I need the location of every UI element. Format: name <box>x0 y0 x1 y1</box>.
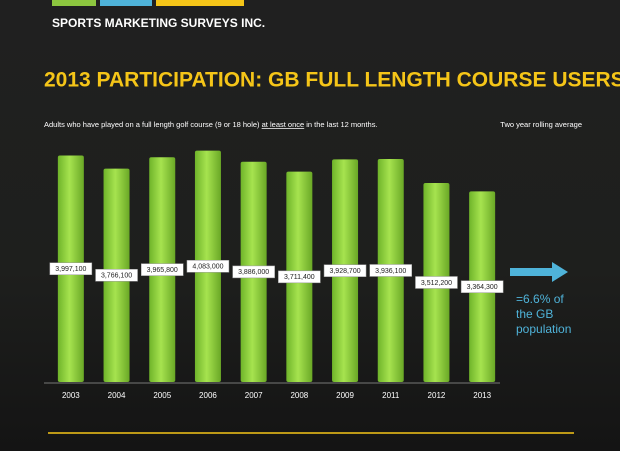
value-label: 3,364,300 <box>467 284 498 291</box>
value-label: 3,766,100 <box>101 273 132 280</box>
x-tick-label: 2012 <box>428 391 446 400</box>
annotation: =6.6% of <box>516 292 564 306</box>
x-tick-label: 2006 <box>199 391 217 400</box>
x-tick-label: 2005 <box>153 391 171 400</box>
value-label-box <box>460 280 504 293</box>
value-label: 3,928,700 <box>329 268 360 275</box>
chart-title: 2013 PARTICIPATION: GB FULL LENGTH COURS… <box>44 69 620 92</box>
value-label-box <box>232 265 275 279</box>
logo-block <box>100 0 152 6</box>
x-tick-label: 2008 <box>290 391 308 400</box>
value-label: 3,997,100 <box>55 266 86 273</box>
value-label-box <box>278 270 321 284</box>
value-label: 3,512,200 <box>421 280 452 287</box>
value-label-box <box>415 276 458 289</box>
x-tick-label: 2011 <box>382 391 400 400</box>
value-label: 3,965,800 <box>147 267 178 274</box>
x-tick-label: 2007 <box>245 391 263 400</box>
value-label-box <box>95 269 138 282</box>
annotation: population <box>516 322 571 336</box>
x-tick-label: 2004 <box>108 391 126 400</box>
note: Two year rolling average <box>500 120 582 129</box>
value-label: 3,886,000 <box>238 269 269 276</box>
subtitle-part: Adults who have played on a full length … <box>44 120 262 129</box>
annotation: the GB <box>516 307 553 321</box>
value-label-box <box>186 260 230 273</box>
x-tick-label: 2003 <box>62 391 80 400</box>
value-label: 3,936,100 <box>375 268 406 275</box>
logo-block <box>156 0 244 6</box>
subtitle: Adults who have played on a full length … <box>44 120 378 129</box>
logo-block <box>52 0 96 6</box>
arrow <box>510 262 568 282</box>
x-tick-label: 2013 <box>473 391 491 400</box>
value-label-box <box>323 264 367 277</box>
company-name: SPORTS MARKETING SURVEYS INC. <box>52 16 265 30</box>
value-label: 3,711,400 <box>284 274 315 281</box>
value-label-box <box>141 263 184 276</box>
value-label-box <box>49 262 93 275</box>
value-label-box <box>369 264 412 277</box>
x-tick-label: 2009 <box>336 391 354 400</box>
subtitle-part: in the last 12 months. <box>304 120 377 129</box>
subtitle-emphasis: at least once <box>262 120 305 129</box>
value-label: 4,083,000 <box>192 264 223 271</box>
